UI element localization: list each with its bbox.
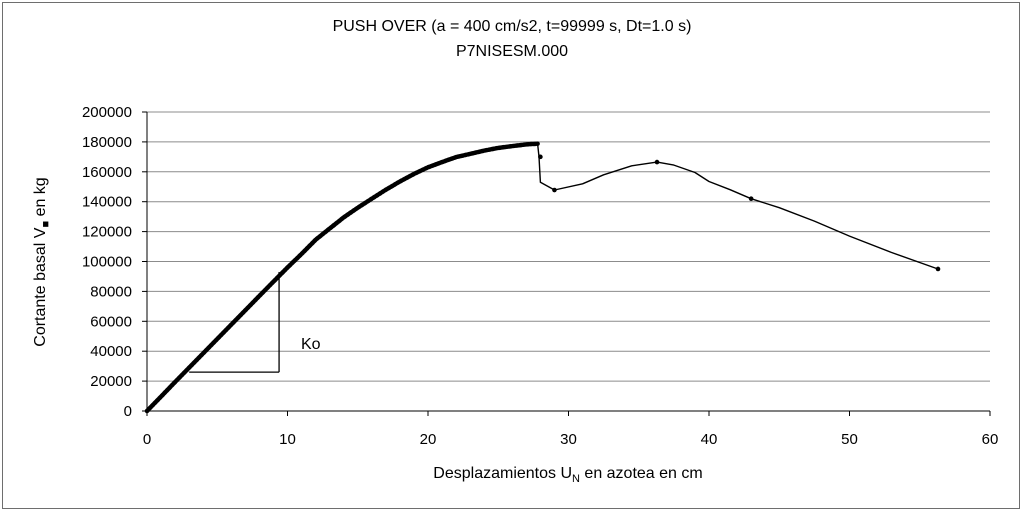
x-tick-label: 30	[560, 431, 577, 448]
gridlines	[142, 111, 990, 412]
x-tick-label: 0	[143, 431, 151, 448]
series-line	[146, 143, 939, 412]
x-axis-label-rest: en azotea en cm	[580, 465, 703, 482]
ko-triangle	[189, 271, 280, 373]
chart-title: PUSH OVER (a = 400 cm/s2, t=99999 s, Dt=…	[333, 18, 692, 35]
series-marker	[538, 154, 543, 160]
axes	[146, 112, 991, 416]
series-dense-markers	[144, 141, 540, 414]
y-tick-label: 160000	[82, 164, 132, 181]
series-marker	[935, 266, 941, 272]
x-tick-label: 60	[982, 431, 999, 448]
x-tick-label: 10	[279, 431, 296, 448]
x-tick-label: 40	[701, 431, 718, 448]
y-tick-label: 140000	[82, 194, 132, 211]
x-tick-label: 20	[420, 431, 437, 448]
x-axis-label-subscript: N	[572, 473, 580, 485]
ko-annotation: Ko	[301, 336, 321, 353]
y-tick-label: 60000	[90, 313, 132, 330]
x-axis-label-main: Desplazamientos U	[433, 465, 572, 482]
y-axis-label-rest: en kg	[32, 177, 49, 221]
y-tick-label: 200000	[82, 104, 132, 121]
y-axis-label: Cortante basal V■ en kg	[32, 177, 52, 346]
y-tick-label: 20000	[90, 373, 132, 390]
y-tick-label: 180000	[82, 134, 132, 151]
series-marker	[654, 159, 660, 165]
x-tick-label: 50	[841, 431, 858, 448]
y-tick-label: 0	[124, 403, 132, 420]
y-tick-label: 120000	[82, 224, 132, 241]
y-axis-label-main: Cortante basal V	[32, 227, 49, 347]
x-axis-label: Desplazamientos UN en azotea en cm	[433, 465, 702, 485]
x-tick-labels: 0 10 20 30 40 50 60	[143, 431, 999, 448]
series-marker	[552, 187, 557, 193]
y-axis-label-group: Cortante basal V■ en kg	[32, 177, 52, 346]
y-tick-label: 40000	[90, 343, 132, 360]
series-group	[144, 141, 941, 414]
chart-subtitle: P7NISESM.000	[456, 43, 568, 60]
y-axis-label-subscript-marker: ■	[40, 221, 52, 228]
y-tick-label: 100000	[82, 254, 132, 271]
y-tick-labels: 0 20000 40000 60000 80000 100000 120000 140000 1…	[82, 104, 132, 420]
series-marker	[748, 196, 754, 202]
y-tick-label: 80000	[90, 283, 132, 300]
